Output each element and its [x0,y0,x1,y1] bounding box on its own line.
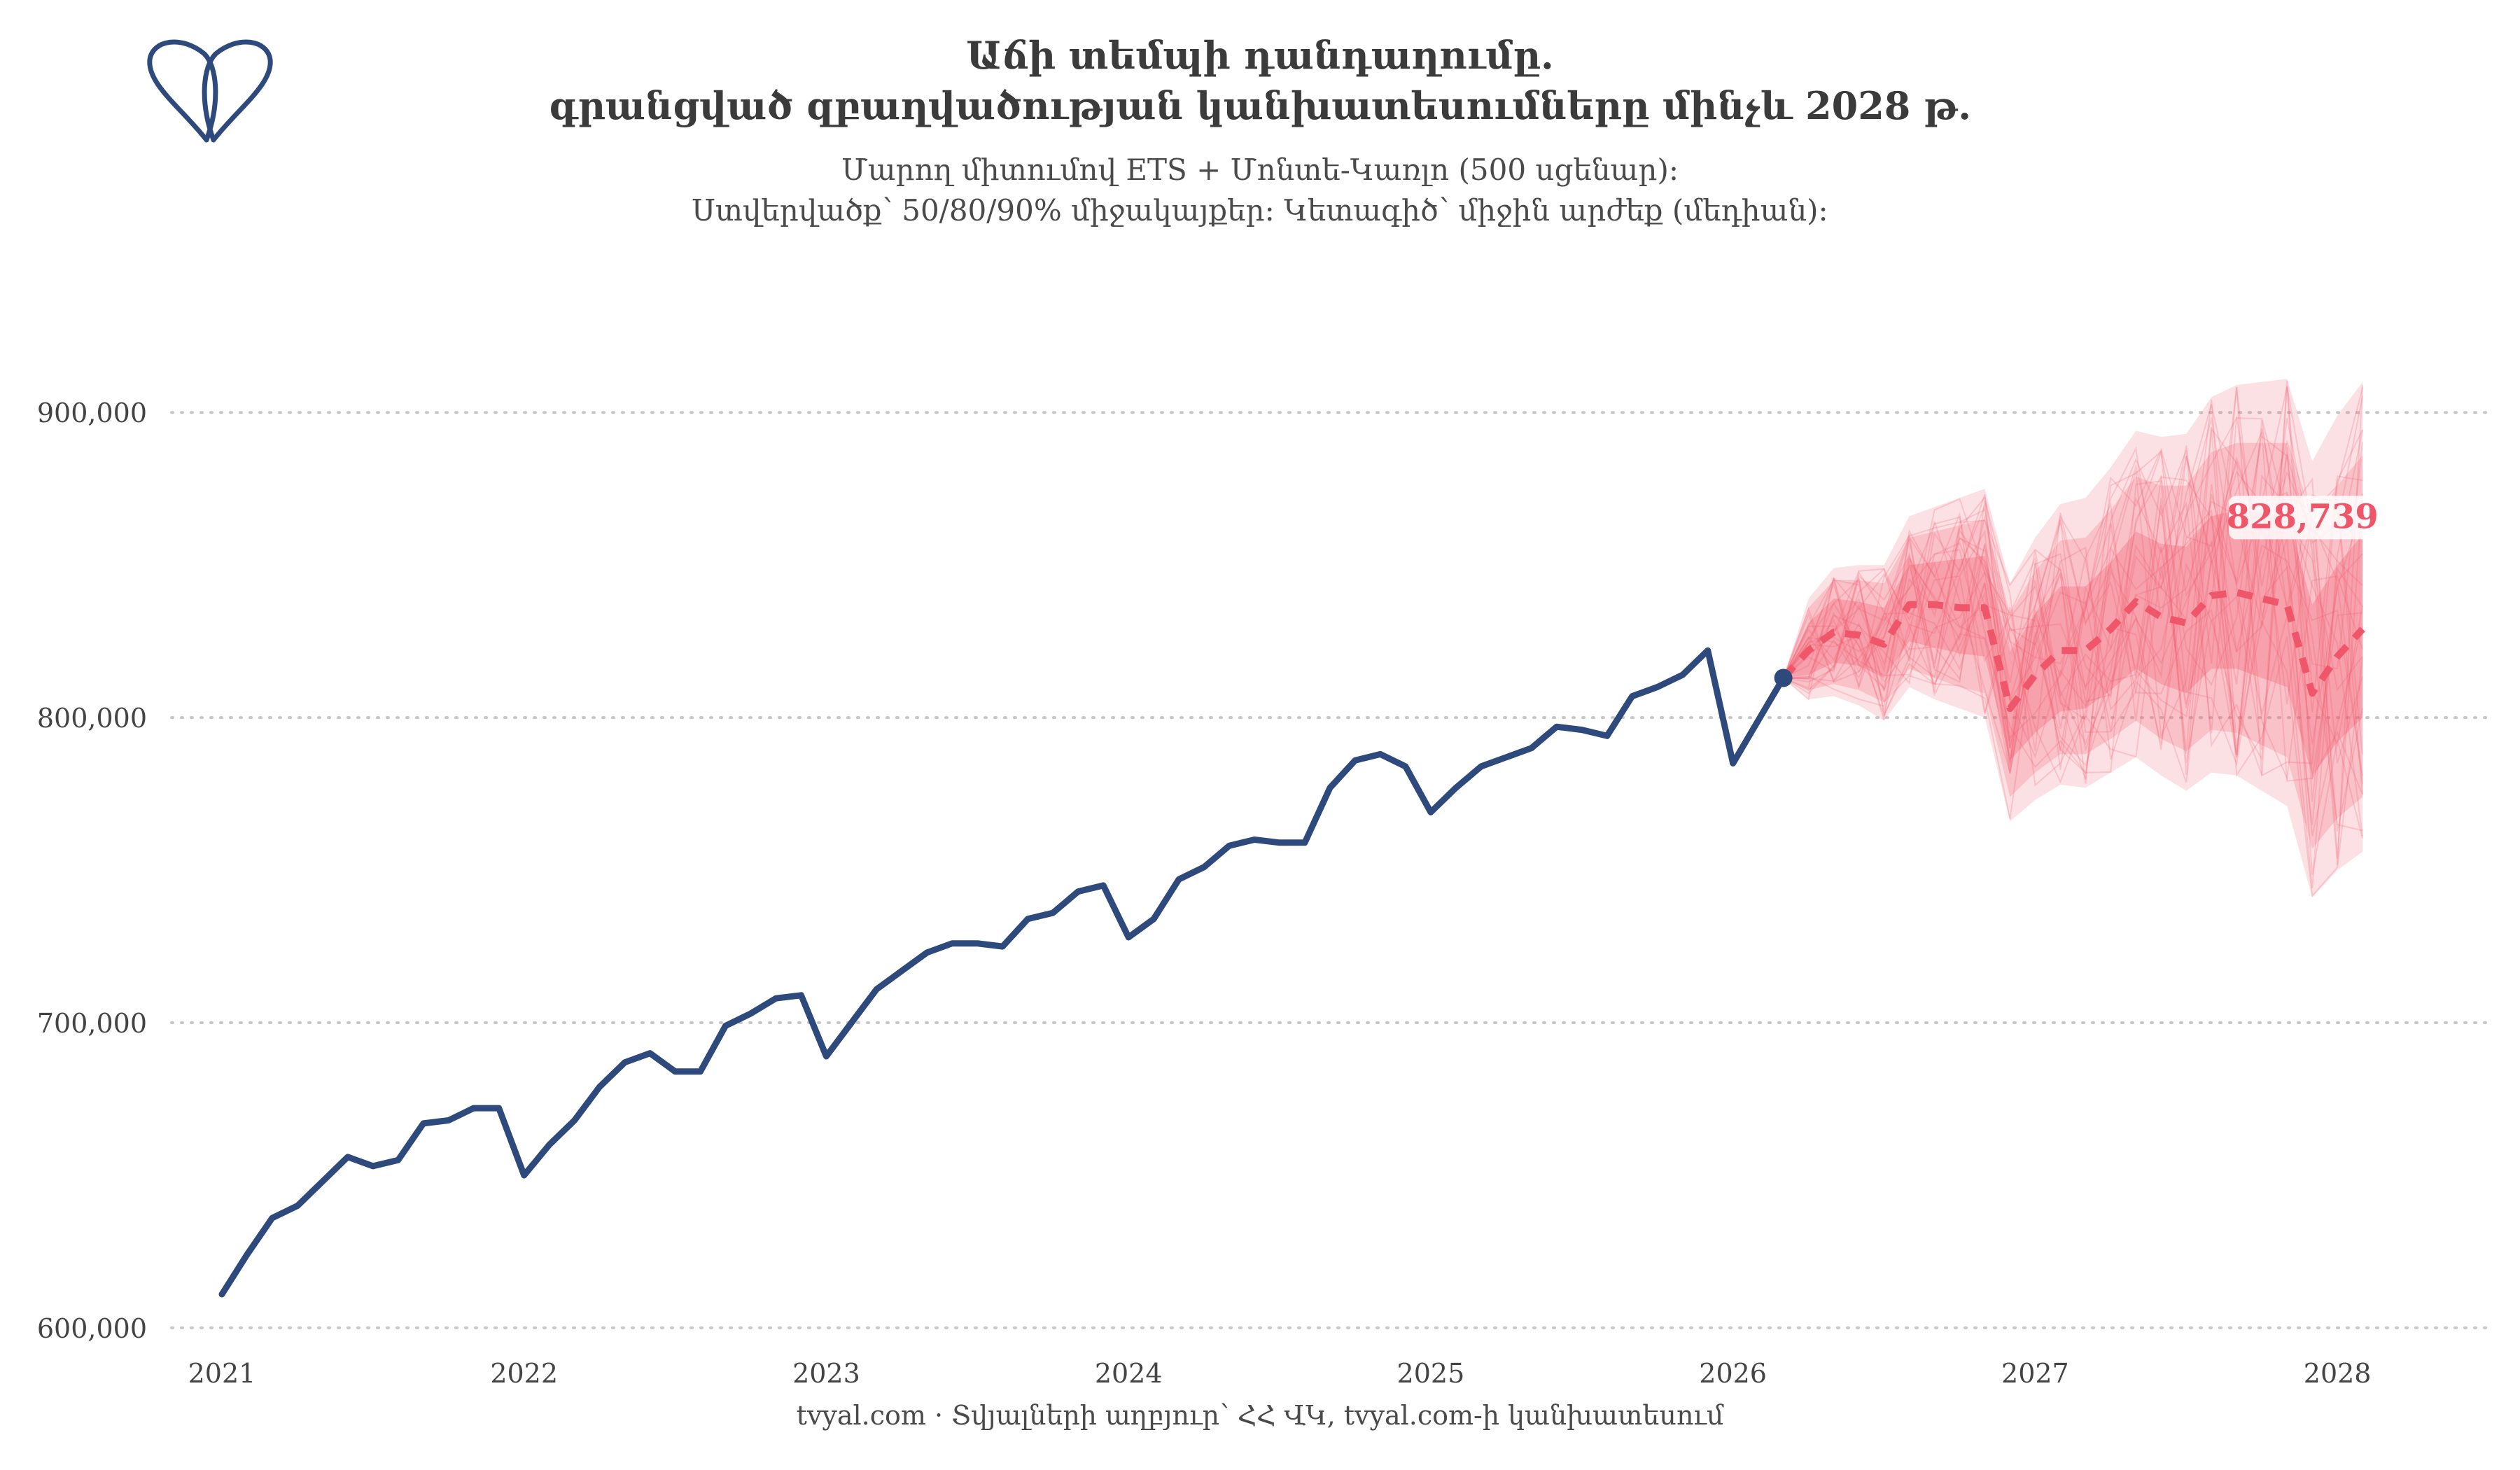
chart-title-line-1: Աճի տեմպի դանդաղումը. [966,33,1554,78]
scenario-line [1783,470,2364,832]
grid-lines [170,411,2490,1329]
x-tick-label: 2021 [188,1358,256,1389]
history-line [218,647,1787,1298]
forecast-band-80 [1783,442,2363,849]
last-value-label: 828,739 [2227,497,2379,536]
y-tick-labels: 600,000 700,000 800,000 900,000 [37,398,147,1344]
scenario-line [1782,426,2364,888]
scenario-line [1782,417,2364,859]
x-tick-label: 2022 [490,1358,558,1389]
y-tick-label: 900,000 [37,398,147,428]
scenario-line [1782,380,2364,802]
scenario-line [1782,474,2364,837]
x-tick-label: 2028 [2304,1358,2372,1389]
scenario-line [1783,428,2364,745]
x-tick-labels: 2021 2022 2023 2024 2025 2026 2027 2028 [188,1358,2372,1389]
forecast-band-90 [1783,379,2363,898]
forecast-median-line [1780,589,2365,713]
y-tick-label: 800,000 [37,703,147,734]
scenario-line [1783,386,2363,777]
scenario-line [1782,386,2364,784]
y-tick-label: 700,000 [37,1008,147,1039]
scenario-line [1783,399,2364,898]
chart-caption: tvyal.com · Տվյալների աղբյուր՝ ՀՀ ՎԿ, tv… [796,1400,1724,1431]
scenario-line [1782,450,2364,836]
last-value-annotation: 828,739 [2227,496,2379,540]
y-tick-label: 600,000 [37,1313,147,1344]
history-last-point [1774,668,1793,687]
scenario-line [1782,493,2364,784]
scenario-line [1783,417,2363,825]
scenario-line [1783,396,2364,718]
tvyal-logo-icon [147,39,273,143]
x-tick-label: 2023 [792,1358,860,1389]
x-tick-label: 2027 [2001,1358,2069,1389]
x-tick-label: 2025 [1397,1358,1465,1389]
chart-subtitle-line-2: Ստվերվածք՝ 50/80/90% միջակայքեր: Կետագիծ… [692,193,1828,227]
scenario-line [1782,385,2364,865]
last-value-label-background [2229,496,2376,540]
x-tick-label: 2026 [1699,1358,1767,1389]
chart-title-line-2: գրանցված զբաղվածության կանխատեսումները մ… [548,83,1972,128]
scenario-line [1783,447,2364,795]
scenario-line [1782,431,2363,782]
history-series [218,647,1793,1298]
forecast-bands [1783,379,2363,898]
scenario-lines [1782,380,2364,898]
chart-subtitle-line-1: Մարող միտումով ETS + Մոնտե-Կառլո (500 սց… [841,153,1679,187]
scenario-line [1783,447,2364,781]
scenario-line [1782,404,2364,875]
forecast-band-50 [1783,510,2363,776]
scenario-line [1782,420,2363,759]
forecast-median [1780,589,2365,713]
scenario-line [1782,416,2363,771]
x-tick-label: 2024 [1095,1358,1163,1389]
